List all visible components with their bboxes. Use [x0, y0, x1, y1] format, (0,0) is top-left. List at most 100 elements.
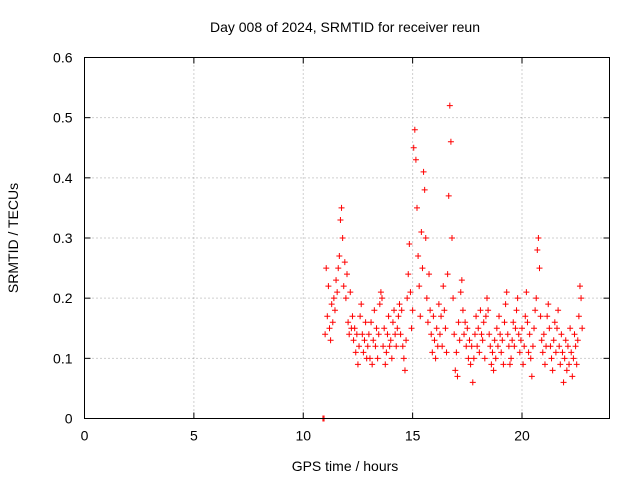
data-point [474, 343, 481, 350]
y-tick-label: 0.6 [53, 50, 73, 66]
data-point [464, 325, 471, 332]
data-points [319, 102, 586, 422]
axis-ticks: 0 5 10 15 20 0 0.1 0.2 0.3 0.4 0.5 0.6 [53, 50, 610, 444]
data-point [361, 337, 368, 344]
data-point [566, 361, 573, 368]
data-point [352, 349, 359, 356]
data-point [500, 361, 507, 368]
data-point [430, 313, 437, 320]
data-point [415, 253, 422, 260]
y-tick-label: 0 [65, 411, 73, 427]
data-point [375, 331, 382, 338]
data-point [330, 295, 337, 302]
data-point [322, 331, 329, 338]
data-point [358, 301, 365, 308]
data-point [387, 337, 394, 344]
data-point [517, 337, 524, 344]
data-point [567, 325, 574, 332]
data-point [370, 337, 377, 344]
data-point [454, 373, 461, 380]
data-point [479, 337, 486, 344]
data-point [516, 349, 523, 356]
data-point [520, 361, 527, 368]
data-point [463, 343, 470, 350]
data-point [383, 349, 390, 356]
data-point [529, 343, 536, 350]
data-point [478, 331, 485, 338]
data-point [522, 313, 529, 320]
data-point [502, 301, 509, 308]
data-point [560, 379, 567, 386]
data-point [379, 295, 385, 302]
x-tick-label: 5 [190, 428, 198, 444]
data-point [519, 325, 525, 332]
data-point [392, 331, 399, 338]
data-point [398, 307, 405, 314]
data-point [459, 307, 466, 314]
data-point [466, 337, 473, 344]
data-point [562, 337, 569, 344]
data-point [512, 325, 519, 332]
data-point [489, 349, 496, 356]
data-point [469, 379, 476, 386]
data-point [438, 313, 445, 320]
data-point [485, 307, 492, 314]
data-point [409, 307, 416, 314]
data-point [449, 235, 455, 241]
data-point [523, 289, 530, 296]
gridlines [84, 57, 610, 419]
data-point [524, 319, 531, 326]
data-point [536, 265, 543, 272]
data-point [422, 235, 429, 241]
data-point [404, 295, 411, 302]
data-point [444, 271, 451, 278]
data-point [385, 313, 392, 320]
data-point [381, 325, 388, 332]
data-point [339, 235, 346, 241]
data-point [490, 367, 497, 374]
data-point [467, 361, 474, 368]
x-tick-label: 0 [81, 428, 89, 444]
data-point [374, 355, 381, 362]
data-point [461, 331, 468, 338]
x-tick-label: 10 [295, 428, 311, 444]
x-axis-label: GPS time / hours [292, 458, 399, 474]
data-point [473, 313, 480, 320]
data-point [471, 331, 478, 338]
data-point [401, 367, 408, 374]
data-point [488, 361, 495, 368]
data-point [419, 265, 426, 272]
data-point [326, 325, 333, 332]
data-point [359, 331, 366, 338]
data-point [451, 331, 458, 338]
data-point [552, 349, 559, 356]
data-point [508, 355, 515, 362]
data-point [501, 319, 508, 326]
data-point [482, 313, 489, 320]
data-point [396, 301, 403, 308]
data-point [506, 361, 513, 368]
data-point [477, 307, 484, 314]
data-point [569, 373, 576, 380]
data-point [323, 265, 330, 272]
y-tick-label: 0.2 [53, 290, 73, 306]
data-point [440, 283, 447, 290]
data-point [496, 313, 503, 320]
data-point [406, 241, 413, 248]
plot-frame [84, 57, 610, 419]
data-point [397, 331, 404, 338]
data-point [407, 289, 414, 296]
data-point [510, 319, 517, 326]
data-point [325, 283, 332, 290]
data-point [550, 337, 557, 344]
data-point [539, 349, 546, 356]
data-point [412, 156, 419, 163]
data-point [349, 313, 356, 320]
data-point [579, 325, 586, 332]
data-point [554, 325, 560, 332]
data-point [537, 313, 544, 320]
data-point [340, 283, 347, 290]
data-point [526, 331, 533, 338]
data-point [350, 337, 357, 344]
data-point [365, 331, 372, 338]
